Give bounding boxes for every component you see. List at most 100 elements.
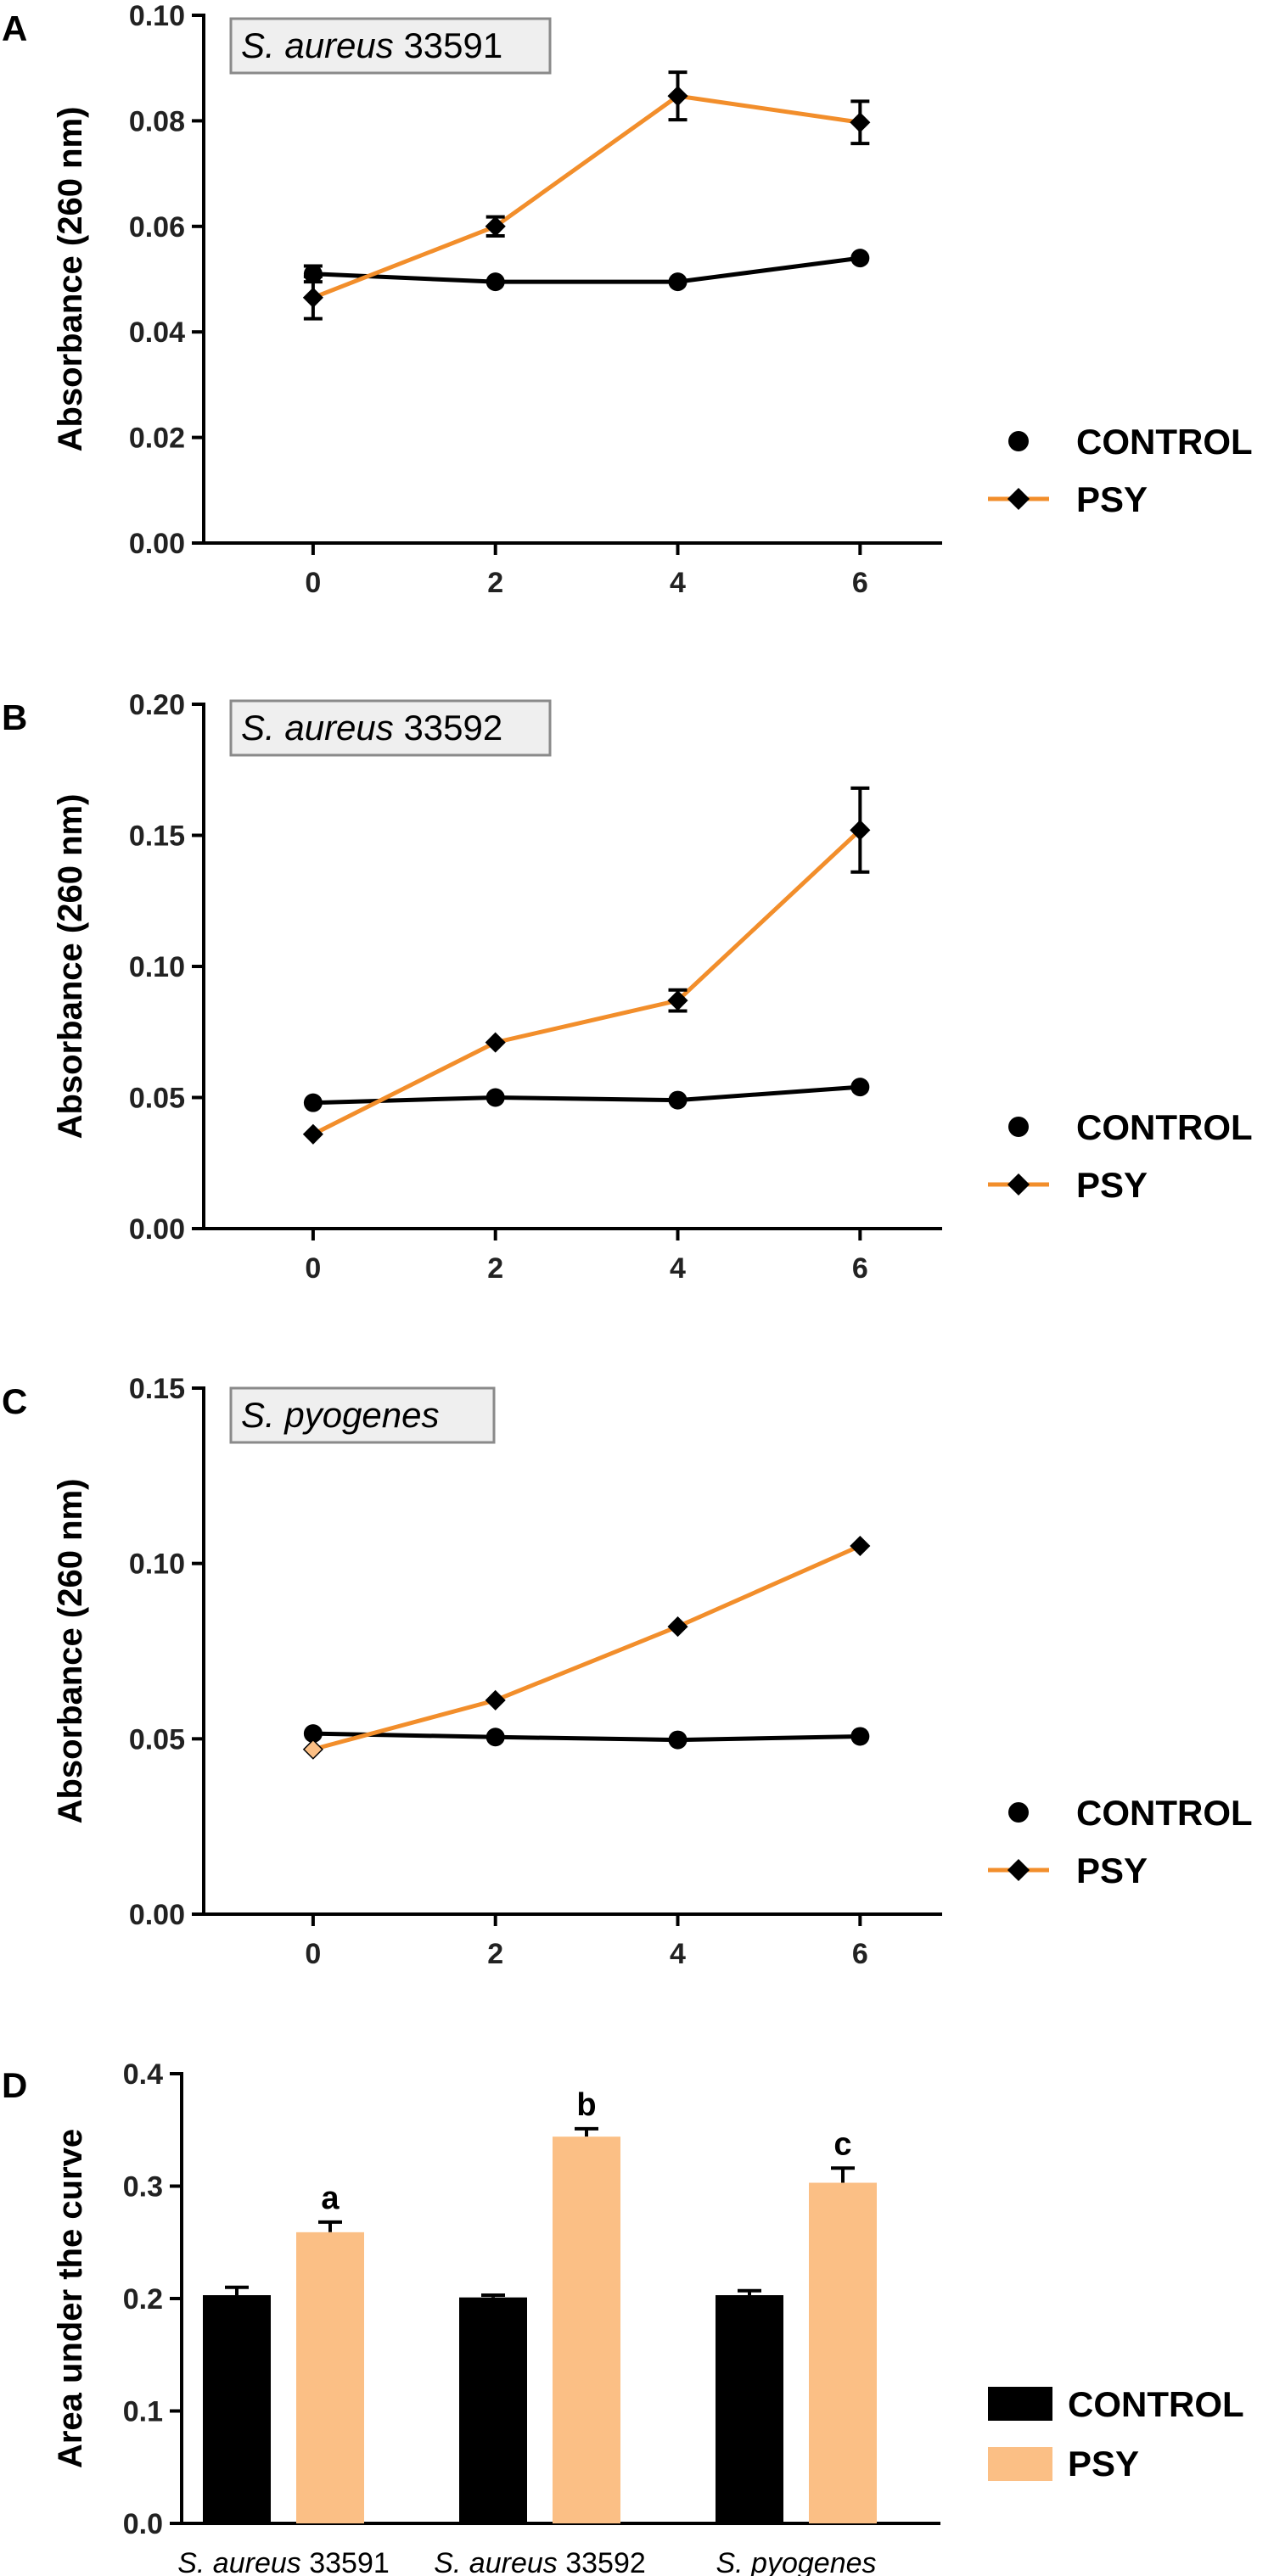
psy-point [667,1616,688,1638]
psy-point [850,820,871,841]
control-point [485,1728,505,1747]
x-category-label: S. aureus 33591 [177,2547,390,2576]
x-category-label: S. aureus 33592 [434,2547,646,2576]
y-tick-label: 0.02 [129,423,185,455]
psy-point [302,1123,323,1145]
category-species: S. aureus [434,2547,558,2576]
psy-point [302,1739,323,1760]
y-tick-label: 0.00 [129,528,185,560]
category-species: S. aureus [177,2547,301,2576]
category-strain: 33592 [558,2547,646,2576]
legend-psy-marker [1007,487,1030,511]
x-category-label: S. pyogenes [716,2547,876,2576]
y-tick-label: 0.2 [123,2283,163,2316]
control-point [850,1727,870,1746]
bar-psy [296,2232,364,2523]
series-psy-line [311,828,862,1136]
x-tick-label: 0 [305,1252,321,1285]
y-axis-label: Absorbance (260 nm) [52,794,89,1140]
y-tick-label: 0.10 [129,951,185,983]
control-point [303,264,323,283]
legend-psy-marker [1007,1858,1030,1882]
x-tick-label: 0 [305,1938,321,1970]
chart-title-strain: 33592 [394,708,502,748]
legend-psy-label: PSY [1076,1851,1148,1890]
y-axis-label: Absorbance (260 nm) [52,1479,89,1824]
legend-control-marker [1008,1802,1029,1823]
y-tick-label: 0.1 [123,2396,163,2428]
panel-letter: A [2,8,27,48]
y-tick-label: 0.15 [129,1373,185,1405]
y-tick-label: 0.05 [129,1723,185,1756]
legend-psy-swatch [988,2447,1052,2481]
y-tick-label: 0.05 [129,1083,185,1115]
y-tick-label: 0.0 [123,2508,163,2540]
legend-control-label: CONTROL [1076,1107,1253,1147]
chart-title-box [229,699,552,757]
legend-control-label: CONTROL [1076,1793,1253,1833]
y-tick-label: 0.20 [129,689,185,721]
x-tick-label: 4 [670,1938,686,1970]
y-axis-label: Area under the curve [52,2129,89,2468]
legend-control-marker [1008,1117,1029,1137]
y-tick-label: 0.08 [129,105,185,137]
y-tick-label: 0.4 [123,2058,163,2091]
y-tick-label: 0.15 [129,820,185,853]
legend-control-marker [1008,431,1029,451]
series-control-line [312,1084,861,1106]
x-tick-label: 2 [487,567,503,599]
psy-point [850,112,871,133]
chart-title-box [229,17,552,75]
significance-letter: a [321,2181,340,2216]
psy-point [485,1689,506,1711]
y-axis-label: Absorbance (260 nm) [52,107,89,452]
x-tick-label: 4 [670,1252,686,1285]
chart-title-italic: S. aureus [241,25,394,65]
control-point [850,249,870,268]
control-point [850,1078,870,1097]
x-tick-label: 2 [487,1938,503,1970]
category-species: S. pyogenes [716,2547,876,2576]
chart-title-italic: S. pyogenes [241,1395,440,1435]
panel-letter: B [2,697,27,737]
chart-title-box [229,1386,496,1444]
series-psy-line [311,93,861,300]
y-tick-label: 0.00 [129,1899,185,1931]
control-point [303,1093,323,1112]
panel-d: D 0.0 0.1 0.2 0.3 0.4 Area under the curve a S. … [2,2058,1244,2576]
x-tick-label: 6 [852,1938,868,1970]
y-tick-label: 0.04 [129,316,185,349]
psy-point [485,1032,506,1053]
legend-control-swatch [988,2387,1052,2421]
series-control-line [312,1731,861,1743]
control-point [668,1090,688,1110]
legend-psy-label: PSY [1076,1165,1148,1205]
significance-letter: b [576,2087,596,2123]
bar-control [203,2295,271,2523]
x-tick-label: 6 [852,1252,868,1285]
legend-control-label: CONTROL [1076,422,1253,462]
bar-control [459,2297,527,2523]
x-tick-label: 2 [487,1252,503,1285]
y-tick-label: 0.3 [123,2171,163,2204]
psy-point [667,86,688,107]
chart-title: S. aureus 33592 [241,708,502,748]
psy-point [302,287,323,308]
panel-c: C 0.00 0.05 0.10 0.15 0 2 4 6 Absorbance (260 nm)… [2,1373,1253,1970]
legend-psy-marker [1007,1173,1030,1196]
x-tick-label: 0 [305,567,321,599]
control-point [668,1730,688,1750]
x-tick-label: 6 [852,567,868,599]
panel-letter: C [2,1381,27,1421]
y-tick-label: 0.06 [129,211,185,244]
legend-control-label: CONTROL [1068,2384,1244,2424]
x-tick-label: 4 [670,567,686,599]
y-tick-label: 0.10 [129,0,185,32]
legend-psy-label: PSY [1068,2444,1139,2484]
panel-b: B 0.00 0.05 0.10 0.15 0.20 0 2 4 6 Absorbance (260… [2,689,1253,1285]
psy-point [850,1535,871,1557]
series-psy-line [312,1543,861,1752]
panel-a: A 0.00 0.02 0.04 0.06 0.08 0.10 0 2 4 6 Absorbance … [2,0,1253,599]
bar-control [716,2295,783,2523]
